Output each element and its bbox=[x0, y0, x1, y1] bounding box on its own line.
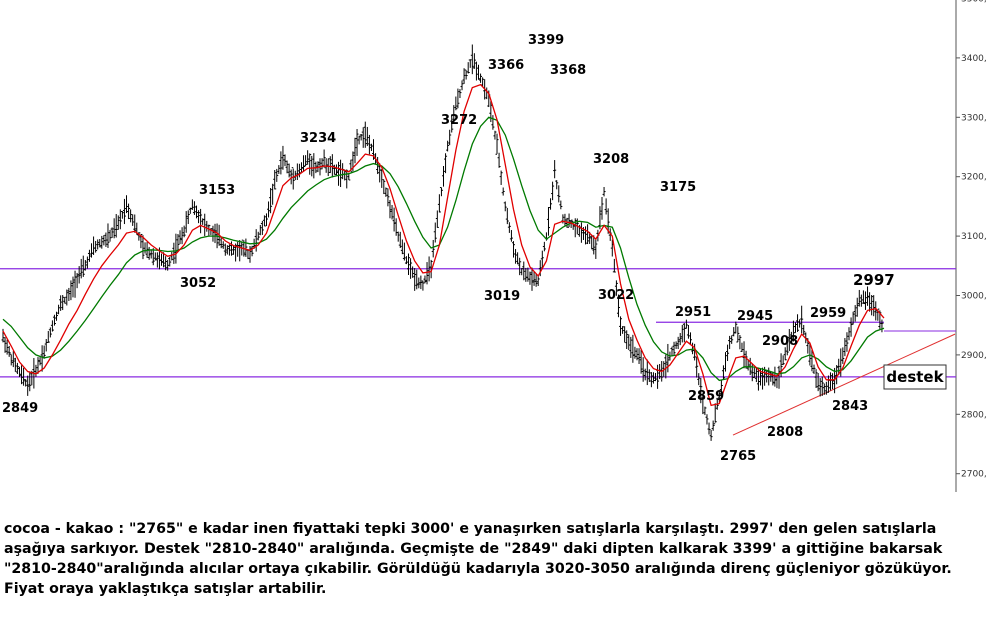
fast-moving-average-line bbox=[2, 83, 885, 407]
y-tick-label: 3400, bbox=[961, 54, 987, 64]
price-label-2959: 2959 bbox=[810, 306, 846, 321]
support-trendline bbox=[732, 333, 956, 436]
support-label: destek bbox=[886, 368, 944, 386]
price-label-3272: 3272 bbox=[441, 113, 477, 128]
price-label-3234: 3234 bbox=[300, 131, 336, 146]
price-level-labels: 2849 3153 3052 3234 3272 3019 3366 3399 3368 3208… bbox=[2, 33, 895, 464]
price-label-2908: 2908 bbox=[762, 334, 798, 349]
price-label-2997: 2997 bbox=[853, 271, 895, 289]
price-label-3366: 3366 bbox=[488, 58, 524, 73]
y-tick-label: 2800, bbox=[961, 410, 987, 420]
y-tick-label: 3500, bbox=[961, 0, 987, 5]
price-label-3052: 3052 bbox=[180, 276, 216, 291]
price-label-2945: 2945 bbox=[737, 309, 773, 324]
moving-averages bbox=[2, 83, 885, 407]
price-label-2765: 2765 bbox=[720, 449, 756, 464]
price-label-2859: 2859 bbox=[688, 389, 724, 404]
rising-trendline bbox=[732, 333, 956, 436]
price-chart: 2700, 2800, 2900, 3000, 3100, 3200, 3300, 3400,… bbox=[0, 0, 987, 492]
price-label-3368: 3368 bbox=[550, 63, 586, 78]
price-label-3019: 3019 bbox=[484, 289, 520, 304]
y-tick-label: 2900, bbox=[961, 351, 987, 361]
price-series bbox=[1, 44, 884, 441]
slow-moving-average-line bbox=[2, 116, 885, 382]
price-label-3022: 3022 bbox=[598, 288, 634, 303]
price-label-3175: 3175 bbox=[660, 180, 696, 195]
price-label-2843: 2843 bbox=[832, 399, 868, 414]
support-label-box: destek bbox=[883, 364, 947, 390]
support-resistance-lines bbox=[0, 268, 956, 378]
y-tick-label: 3000, bbox=[961, 292, 987, 302]
price-axis: 2700, 2800, 2900, 3000, 3100, 3200, 3300, 3400,… bbox=[956, 0, 987, 480]
y-tick-label: 2700, bbox=[961, 470, 987, 480]
price-label-2808: 2808 bbox=[767, 425, 803, 440]
y-tick-label: 3300, bbox=[961, 113, 987, 123]
price-label-3399: 3399 bbox=[528, 33, 564, 48]
y-tick-label: 3100, bbox=[961, 232, 987, 242]
y-tick-label: 3200, bbox=[961, 173, 987, 183]
price-label-3153: 3153 bbox=[199, 183, 235, 198]
chart-commentary: cocoa - kakao : "2765" e kadar inen fiya… bbox=[4, 521, 952, 597]
price-label-2849: 2849 bbox=[2, 401, 38, 416]
price-label-3208: 3208 bbox=[593, 152, 629, 167]
price-label-2951: 2951 bbox=[675, 305, 711, 320]
